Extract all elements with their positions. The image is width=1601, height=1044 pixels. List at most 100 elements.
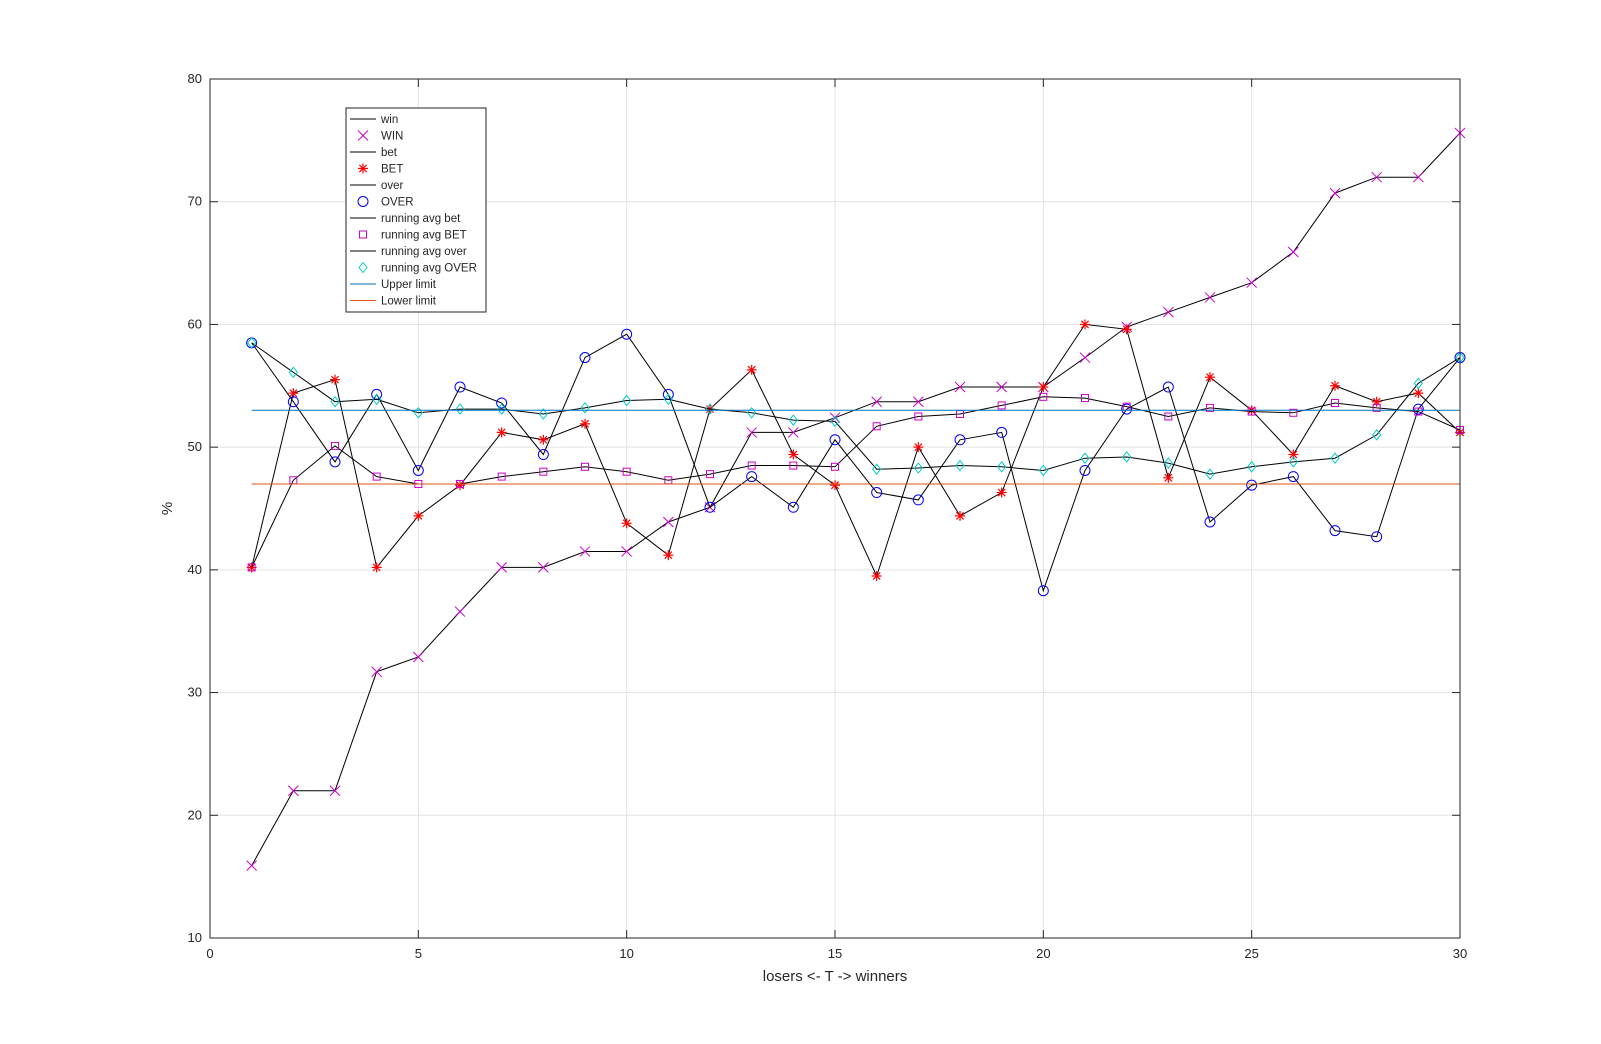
legend-entry: Lower limit [350, 296, 437, 308]
data-point [996, 426, 1008, 438]
data-point [329, 456, 341, 468]
data-point [1162, 381, 1174, 393]
y-tick-label: 10 [188, 930, 202, 945]
data-point [706, 470, 714, 479]
data-point [371, 666, 383, 678]
legend: win WIN bet BET over OVER running avg bet runni… [345, 107, 487, 313]
data-point [955, 510, 965, 521]
data-point [788, 414, 798, 426]
data-point [497, 403, 507, 415]
series-running-avg-bet-7 [247, 392, 1464, 572]
data-point [829, 434, 841, 446]
legend-entry: bet [350, 147, 398, 159]
data-point [788, 449, 799, 460]
legend-label: running avg OVER [381, 263, 477, 275]
data-point [914, 412, 923, 421]
data-point [1164, 412, 1173, 421]
data-point [1122, 451, 1132, 463]
legend-marker [357, 196, 369, 207]
legend-label: WIN [381, 131, 403, 143]
series-win-0 [251, 132, 1461, 866]
y-tick-label: 40 [188, 562, 202, 577]
data-point [454, 606, 466, 617]
data-point [747, 461, 756, 470]
data-point [331, 441, 339, 450]
axis-ticks: 0 5 10 15 20 25 30 10 20 30 40 50 60 70 80 [188, 71, 1468, 961]
legend-entry: running avg over [350, 246, 467, 258]
y-tick-label: 20 [188, 807, 202, 822]
data-point [413, 406, 423, 419]
data-point [1412, 403, 1424, 415]
legend-entry: BET [358, 163, 403, 176]
data-point [1038, 464, 1048, 477]
legend-entry: running avg BET [359, 230, 467, 242]
data-point [746, 471, 758, 483]
data-point [1246, 479, 1258, 491]
series-bet-2 [251, 323, 1461, 578]
data-point [996, 381, 1008, 393]
data-point [912, 494, 924, 506]
data-point [746, 364, 757, 375]
data-point [1412, 171, 1424, 183]
data-point [538, 408, 548, 420]
series-line [251, 323, 1461, 578]
series-over-5 [246, 328, 1466, 597]
legend-entry: Upper limit [350, 279, 437, 291]
data-point [539, 467, 548, 476]
data-point [871, 487, 883, 499]
legend-marker [358, 261, 368, 274]
legend-marker [357, 130, 369, 141]
x-tick-label: 25 [1244, 946, 1258, 961]
data-point [1288, 449, 1299, 460]
legend-entry: running avg bet [350, 213, 461, 225]
data-point [1330, 452, 1340, 464]
series-line [251, 132, 1461, 866]
data-point [830, 415, 840, 428]
data-point [622, 394, 632, 407]
data-point [997, 401, 1006, 410]
data-point [1289, 408, 1298, 417]
data-point [1079, 464, 1091, 476]
y-axis-label: % [159, 502, 176, 515]
data-point [747, 406, 757, 419]
legend-marker [358, 163, 368, 174]
data-point [330, 395, 340, 408]
data-point [537, 449, 549, 461]
data-point [871, 396, 883, 408]
data-point [247, 337, 257, 349]
data-point [497, 472, 506, 481]
data-point [787, 427, 799, 438]
data-point [663, 393, 673, 406]
data-point [1121, 324, 1132, 335]
data-point [872, 422, 881, 431]
data-point [705, 403, 715, 415]
legend-box [345, 107, 487, 313]
legend-entry: WIN [357, 130, 403, 143]
data-point [455, 403, 465, 415]
legend-label: BET [381, 164, 403, 176]
data-point [1204, 516, 1216, 528]
legend-entry: win [350, 114, 398, 126]
data-point [996, 487, 1007, 498]
data-point [288, 366, 298, 379]
y-tick-label: 50 [188, 439, 202, 454]
data-point [1204, 292, 1216, 303]
data-point [413, 510, 424, 521]
x-tick-label: 10 [619, 946, 633, 961]
data-point [372, 393, 382, 406]
data-point [580, 418, 590, 429]
data-point [1246, 277, 1258, 289]
data-point [1206, 403, 1214, 412]
legend-label: running avg bet [381, 213, 461, 225]
data-point [246, 860, 258, 871]
data-point [287, 396, 299, 408]
data-point [1247, 460, 1257, 473]
data-point [1162, 306, 1174, 318]
data-point [412, 651, 424, 663]
legend-label: Upper limit [381, 279, 437, 291]
series-running-avg-bet-6 [251, 396, 1461, 568]
data-point [997, 460, 1007, 473]
data-point [663, 550, 674, 561]
data-point [789, 461, 798, 470]
